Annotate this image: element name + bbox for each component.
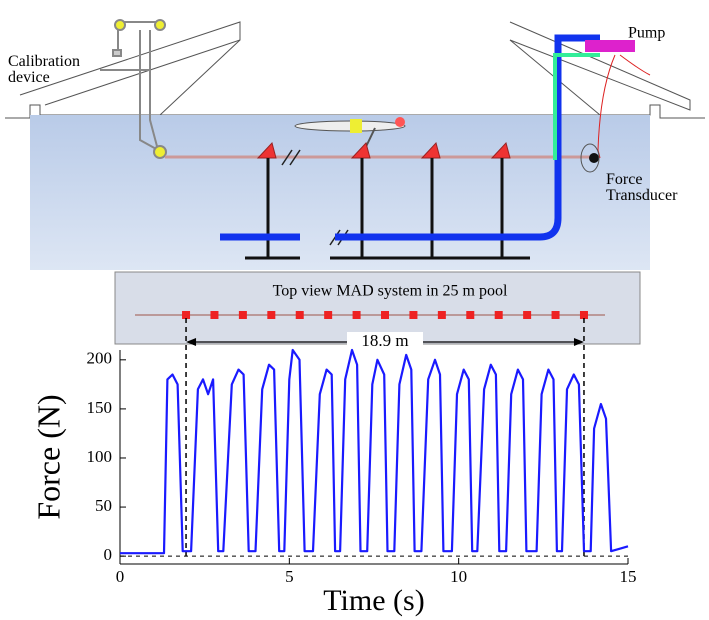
top-view-pad — [324, 311, 333, 319]
pipe — [220, 34, 600, 241]
calibration-device — [100, 19, 167, 159]
distance-label: 18.9 m — [361, 331, 408, 350]
top-view-pad — [494, 311, 503, 319]
top-view-pads — [182, 311, 588, 319]
top-view-pad — [551, 311, 560, 319]
pool-corner — [159, 39, 241, 116]
top-view-pad — [381, 311, 390, 319]
top-view-pad — [437, 311, 446, 319]
top-view-pad — [352, 311, 361, 319]
top-view-pad — [579, 311, 588, 319]
push-off-pads — [256, 141, 511, 159]
water — [30, 115, 650, 270]
swimmer — [294, 117, 406, 156]
top-view-pad — [210, 311, 219, 319]
top-view-pad — [409, 311, 418, 319]
label-pump: Pump — [628, 25, 665, 42]
x-axis-label: Time (s) — [323, 584, 424, 617]
distance-label-bg — [347, 332, 424, 352]
force-line — [120, 348, 629, 555]
force-transducer — [589, 153, 599, 163]
label-calibration: Calibration device — [8, 53, 80, 86]
y-tick-label: 100 — [87, 447, 113, 466]
top-view-pad — [267, 311, 276, 319]
pipe-green — [553, 53, 600, 160]
top-view-pad — [238, 311, 247, 319]
top-view-title: Top view MAD system in 25 m pool — [273, 283, 508, 300]
top-view-pad — [295, 311, 304, 319]
transducer-outline — [580, 143, 600, 173]
posts — [245, 158, 530, 260]
y-tick-label: 50 — [95, 496, 112, 515]
label-transducer: Force Transducer — [606, 171, 678, 204]
chart: 18.9 m 0 50 100 150 200 0 5 10 15 Time (s) Force (N… — [30, 318, 637, 617]
pump — [585, 40, 635, 52]
x-tick-label: 0 — [116, 567, 125, 586]
pool-wall-right — [509, 21, 691, 111]
y-tick-label: 200 — [87, 349, 113, 368]
x-tick-label: 15 — [620, 567, 637, 586]
top-view-pad — [182, 311, 191, 319]
top-view-pad — [466, 311, 475, 319]
y-tick-label: 150 — [87, 398, 113, 417]
top-view-pad — [523, 311, 532, 319]
x-tick-label: 10 — [450, 567, 467, 586]
y-axis-label: Force (N) — [30, 394, 66, 519]
x-tick-label: 5 — [285, 567, 294, 586]
pool-wall-left — [19, 21, 241, 106]
y-tick-label: 0 — [104, 545, 113, 564]
cable — [597, 54, 651, 159]
